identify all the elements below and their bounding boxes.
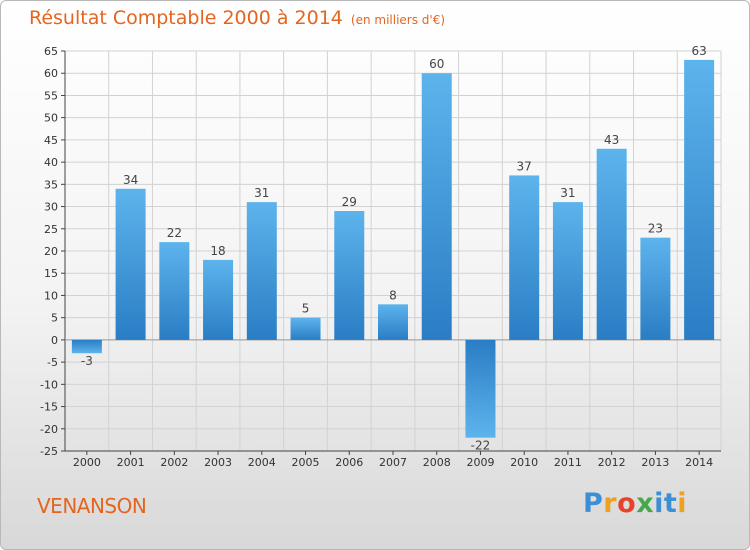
data-label: 29 — [342, 195, 357, 209]
y-tick-label: 45 — [44, 134, 58, 147]
x-tick-label: 2001 — [117, 456, 145, 469]
data-label: 22 — [167, 226, 182, 240]
y-tick-label: 50 — [44, 112, 58, 125]
data-label: 34 — [123, 173, 138, 187]
x-tick-label: 2005 — [292, 456, 320, 469]
y-tick-label: 15 — [44, 267, 58, 280]
x-tick-label: 2010 — [510, 456, 538, 469]
bar — [334, 211, 365, 340]
x-tick-label: 2006 — [335, 456, 363, 469]
data-label: 8 — [389, 288, 397, 302]
x-tick-label: 2003 — [204, 456, 232, 469]
data-label: 43 — [604, 133, 619, 147]
x-tick-label: 2004 — [248, 456, 276, 469]
bar — [71, 339, 102, 354]
chart-title-text: Résultat Comptable 2000 à 2014 — [29, 7, 343, 29]
bar — [203, 259, 234, 340]
data-label: 31 — [254, 186, 269, 200]
y-tick-label: -5 — [47, 356, 58, 369]
chart-subtitle: (en milliers d'€) — [350, 13, 446, 27]
x-tick-label: 2008 — [423, 456, 451, 469]
y-tick-label: 0 — [51, 334, 58, 347]
bar — [378, 304, 408, 340]
commune-name: VENANSON — [37, 494, 147, 518]
logo-letter: x — [636, 488, 655, 519]
data-label: 18 — [210, 244, 225, 258]
y-tick-label: -20 — [40, 423, 58, 436]
y-tick-label: 5 — [51, 312, 58, 325]
data-label: 37 — [517, 159, 532, 173]
y-tick-label: 20 — [44, 245, 58, 258]
bar — [421, 73, 452, 340]
data-label: 31 — [560, 186, 575, 200]
x-tick-label: 2012 — [598, 456, 626, 469]
bar — [684, 59, 715, 340]
y-tick-label: 10 — [44, 289, 58, 302]
bar — [290, 317, 321, 340]
logo-letter: i — [677, 488, 688, 519]
bar — [246, 202, 277, 340]
logo-letter: i — [654, 488, 664, 519]
proxiti-logo: Proxiti — [583, 488, 687, 519]
x-tick-label: 2013 — [641, 456, 669, 469]
data-label: 63 — [691, 44, 706, 58]
y-tick-label: 40 — [44, 156, 58, 169]
bar — [552, 202, 583, 340]
bar — [465, 339, 496, 438]
bar — [596, 148, 627, 340]
data-label: 60 — [429, 57, 444, 71]
x-tick-label: 2009 — [466, 456, 494, 469]
logo-letter: r — [603, 488, 618, 519]
x-tick-label: 2007 — [379, 456, 407, 469]
y-tick-label: 55 — [44, 89, 58, 102]
x-tick-label: 2011 — [554, 456, 582, 469]
y-tick-label: 35 — [44, 178, 58, 191]
bar — [509, 175, 540, 340]
y-tick-label: -25 — [40, 445, 58, 458]
data-label: -22 — [471, 439, 491, 453]
chart-title: Résultat Comptable 2000 à 2014 (en millie… — [29, 7, 445, 29]
data-label: 23 — [648, 222, 663, 236]
bar — [640, 237, 671, 340]
bar — [115, 188, 146, 340]
y-tick-label: 60 — [44, 67, 58, 80]
x-tick-label: 2002 — [160, 456, 188, 469]
bar — [159, 242, 190, 340]
logo-letter: t — [663, 488, 678, 519]
logo-letter: P — [583, 488, 604, 519]
bars — [71, 59, 715, 438]
data-label: 5 — [302, 302, 310, 316]
x-tick-label: 2000 — [73, 456, 101, 469]
y-tick-label: -15 — [40, 401, 58, 414]
x-tick-label: 2014 — [685, 456, 713, 469]
data-label: -3 — [81, 354, 93, 368]
y-tick-label: 65 — [44, 45, 58, 58]
logo-letter: o — [617, 488, 637, 519]
y-tick-label: 30 — [44, 201, 58, 214]
data-labels: -3 34 22 18 31 5 29 8 60 -22 37 31 43 23 63 — [81, 44, 707, 453]
y-tick-label: 25 — [44, 223, 58, 236]
y-tick-label: -10 — [40, 378, 58, 391]
